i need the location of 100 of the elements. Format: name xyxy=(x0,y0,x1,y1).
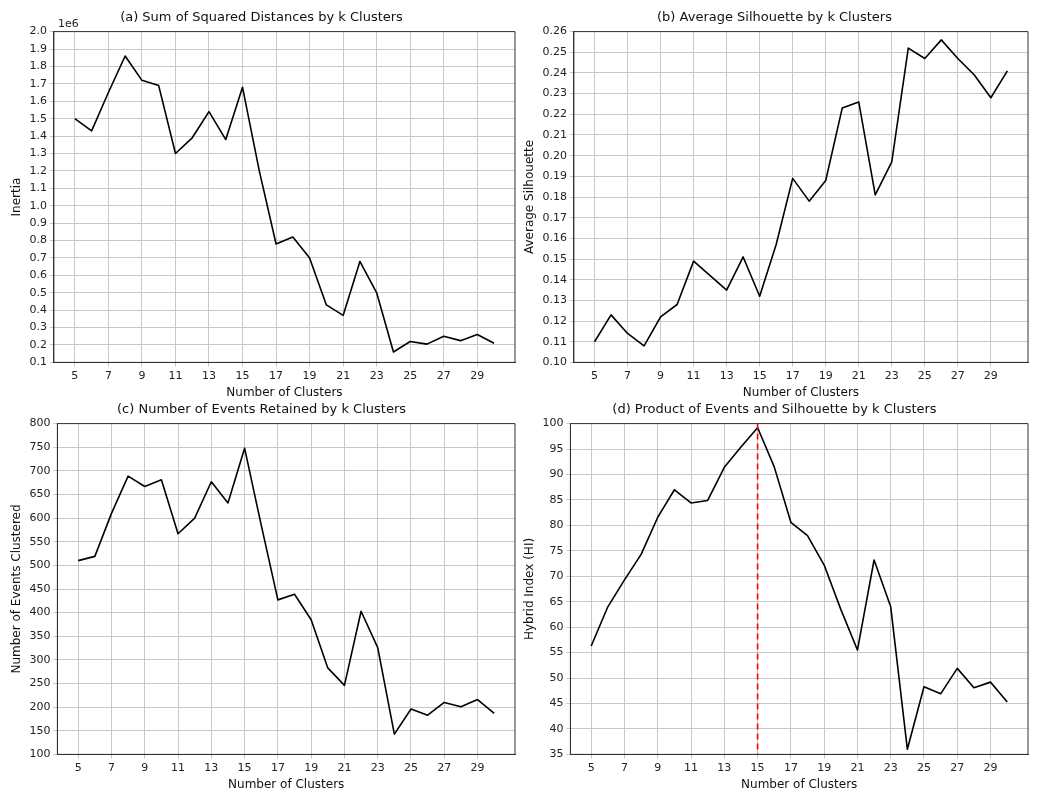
x-tick-label: 23 xyxy=(370,760,385,774)
y-tick-label: 0.20 xyxy=(542,148,567,162)
x-tick-label: 13 xyxy=(201,368,216,382)
y-tick-label: 0.16 xyxy=(542,231,567,245)
y-tick-label: 0.5 xyxy=(29,285,47,299)
y-tick-label: 95 xyxy=(549,441,564,455)
y-axis-title: Average Silhouette xyxy=(522,139,537,255)
y-tick-label: 40 xyxy=(549,721,564,735)
y-tick-label: 250 xyxy=(29,676,51,690)
x-tick-label: 29 xyxy=(470,760,485,774)
x-axis-title: Number of Clusters xyxy=(226,384,343,399)
y-tick-label: 1.3 xyxy=(29,146,47,160)
y-tick-label: 0.15 xyxy=(542,251,567,265)
x-tick-label: 5 xyxy=(74,760,82,774)
y-tick-label: 1.0 xyxy=(29,198,47,212)
x-axis-title: Number of Clusters xyxy=(742,384,860,399)
y-tick-label: 150 xyxy=(29,723,51,737)
y-tick-label: 700 xyxy=(29,463,51,477)
x-tick-label: 27 xyxy=(950,760,965,774)
x-tick-label: 13 xyxy=(719,368,734,382)
y-tick-label: 550 xyxy=(29,534,51,548)
y-tick-label: 2.0 xyxy=(29,24,47,38)
chart-title: (d) Product of Events and Silhouette by k Clusters xyxy=(612,401,937,417)
y-tick-label: 50 xyxy=(549,670,564,684)
y-tick-label: 0.7 xyxy=(29,250,47,264)
x-tick-label: 15 xyxy=(752,368,767,382)
x-tick-label: 11 xyxy=(171,760,186,774)
x-tick-label: 19 xyxy=(304,760,319,774)
y-tick-label: 0.21 xyxy=(542,127,567,141)
y-axis-title: Hybrid Index (HI) xyxy=(522,537,537,641)
x-tick-label: 19 xyxy=(817,760,832,774)
y-tick-label: 0.1 xyxy=(29,355,47,369)
y-tick-label: 80 xyxy=(549,518,564,532)
x-tick-label: 13 xyxy=(717,760,732,774)
y-tick-label: 0.17 xyxy=(542,210,567,224)
x-tick-label: 21 xyxy=(337,760,352,774)
y-tick-label: 0.6 xyxy=(29,268,47,282)
x-tick-label: 23 xyxy=(883,760,898,774)
y-tick-label: 400 xyxy=(29,605,51,619)
x-tick-label: 25 xyxy=(917,760,931,774)
x-tick-label: 21 xyxy=(336,368,351,382)
x-tick-label: 7 xyxy=(624,368,632,382)
x-tick-label: 29 xyxy=(983,760,998,774)
x-tick-label: 5 xyxy=(591,368,599,382)
x-tick-label: 25 xyxy=(917,368,932,382)
y-tick-label: 0.2 xyxy=(29,337,47,351)
x-tick-label: 5 xyxy=(587,760,595,774)
y-tick-label: 1.1 xyxy=(29,181,47,195)
y-tick-label: 0.9 xyxy=(29,215,47,229)
y-tick-label: 1.8 xyxy=(29,59,47,73)
x-tick-label: 17 xyxy=(269,368,284,382)
x-tick-label: 5 xyxy=(71,368,79,382)
x-tick-label: 29 xyxy=(983,368,998,382)
x-tick-label: 13 xyxy=(204,760,219,774)
chart-title: (c) Number of Events Retained by k Clusters xyxy=(117,401,407,417)
x-tick-label: 11 xyxy=(684,760,699,774)
y-tick-label: 1.4 xyxy=(29,128,47,142)
x-tick-label: 17 xyxy=(785,368,800,382)
x-tick-label: 23 xyxy=(884,368,899,382)
y-tick-label: 0.25 xyxy=(542,45,567,59)
y-tick-label: 0.24 xyxy=(542,65,567,79)
y-tick-label: 0.11 xyxy=(542,334,567,348)
y-tick-label: 500 xyxy=(29,558,51,572)
x-tick-label: 9 xyxy=(657,368,665,382)
x-axis-title: Number of Clusters xyxy=(228,776,345,791)
y-tick-label: 1.2 xyxy=(29,163,47,177)
y-tick-label: 0.12 xyxy=(542,313,567,327)
y-tick-label: 100 xyxy=(29,747,51,761)
x-tick-label: 25 xyxy=(404,760,418,774)
x-tick-label: 27 xyxy=(436,368,451,382)
x-tick-label: 9 xyxy=(141,760,149,774)
y-tick-label: 0.18 xyxy=(542,189,567,203)
y-tick-label: 1.6 xyxy=(29,94,47,108)
x-tick-label: 21 xyxy=(850,760,865,774)
y-tick-label: 350 xyxy=(29,629,51,643)
chart-title: (a) Sum of Squared Distances by k Clusters xyxy=(120,9,404,25)
x-tick-label: 19 xyxy=(818,368,833,382)
y-tick-label: 0.3 xyxy=(29,320,47,334)
y-tick-label: 60 xyxy=(549,620,564,634)
y-axis-title: Inertia xyxy=(9,177,24,217)
text: 1e6 xyxy=(57,16,79,30)
y-tick-label: 55 xyxy=(549,645,564,659)
x-tick-label: 27 xyxy=(950,368,965,382)
y-tick-label: 0.4 xyxy=(29,303,47,317)
x-tick-label: 7 xyxy=(107,760,115,774)
y-tick-label: 0.8 xyxy=(29,233,47,247)
chart-title: (b) Average Silhouette by k Clusters xyxy=(657,9,893,25)
x-tick-label: 21 xyxy=(851,368,866,382)
y-tick-label: 800 xyxy=(29,416,51,430)
y-tick-label: 650 xyxy=(29,487,51,501)
x-tick-label: 7 xyxy=(104,368,112,382)
x-tick-label: 11 xyxy=(168,368,183,382)
y-tick-label: 1.9 xyxy=(29,41,47,55)
y-axis-title: Number of Events Clustered xyxy=(9,504,24,674)
x-tick-label: 23 xyxy=(369,368,384,382)
x-tick-label: 15 xyxy=(750,760,765,774)
x-tick-label: 15 xyxy=(237,760,252,774)
y-tick-label: 0.10 xyxy=(542,355,567,369)
y-tick-label: 90 xyxy=(549,467,564,481)
x-tick-label: 7 xyxy=(620,760,628,774)
